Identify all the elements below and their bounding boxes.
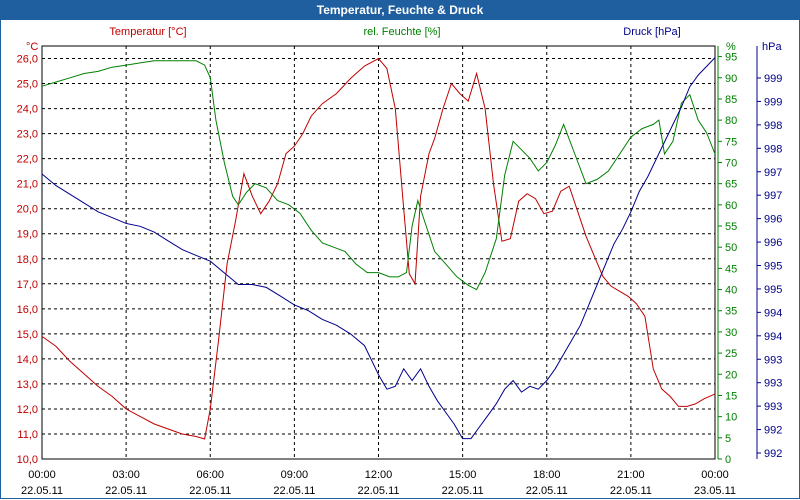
humidity-tick-label: 45 [725,263,737,275]
temperature-tick-label: 24,0 [17,104,38,116]
humidity-line [41,60,716,291]
series-lines [41,57,716,440]
temperature-tick-label: 20,0 [17,204,38,216]
humidity-tick-label: 55 [725,221,737,233]
x-tick-date: 22.05.11 [21,485,63,497]
temperature-tick-label: 12,0 [17,404,38,416]
pressure-tick-label: 997 [764,167,782,179]
x-tick-time: 09:00 [281,469,309,481]
humidity-tick-label: 30 [725,327,737,339]
x-tick-date: 22.05.11 [273,485,315,497]
x-tick-time: 18:00 [533,469,561,481]
humidity-tick-label: 50 [725,242,737,254]
pressure-line [41,57,716,440]
x-tick-time: 06:00 [196,469,224,481]
temperature-tick-label: 15,0 [17,329,38,341]
temperature-tick-label: 17,0 [17,279,38,291]
temperature-tick-label: 25,0 [17,79,38,91]
pressure-tick-label: 996 [764,214,782,226]
x-tick-time: 12:00 [365,469,393,481]
x-tick-date: 22.05.11 [526,485,568,497]
pressure-tick-label: 997 [764,190,782,202]
pressure-axis-label: Druck [hPa] [623,26,680,38]
pressure-tick-label: 993 [764,378,782,390]
temperature-axis: 10,0 11,0 12,0 13,0 14,0 15,0 16,0 17,0 18,0 19,0… [17,54,38,466]
x-tick-date: 23.05.11 [694,485,736,497]
humidity-tick-label: 25 [725,348,737,360]
humidity-tick-label: 0 [725,454,731,466]
humidity-tick-label: 5 [725,433,731,445]
pressure-tick-label: 995 [764,284,782,296]
temperature-tick-label: 11,0 [17,429,38,441]
x-tick-date: 22.05.11 [610,485,652,497]
pressure-tick-label: 999 [764,73,782,85]
pressure-tick-label: 992 [764,448,782,460]
x-tick-time: 00:00 [28,469,56,481]
temperature-tick-label: 10,0 [17,454,38,466]
humidity-tick-label: 95 [725,52,737,64]
humidity-unit: % [726,41,736,53]
humidity-tick-label: 75 [725,136,737,148]
humidity-axis-label: rel. Feuchte [%] [363,26,440,38]
temperature-tick-label: 19,0 [17,229,38,241]
temperature-tick-label: 22,0 [17,154,38,166]
pressure-tick-label: 998 [764,120,782,132]
temperature-axis-label: Temperatur [°C] [109,26,186,38]
temperature-unit: °C [26,41,38,53]
pressure-tick-label: 993 [764,401,782,413]
pressure-tick-label: 995 [764,261,782,273]
pressure-axis: 992 992 993 993 993 994 994 995 995 996 996 997 997 9… [756,46,782,460]
pressure-tick-label: 994 [764,307,782,319]
humidity-tick-label: 85 [725,94,737,106]
window-title: Temperatur, Feuchte & Druck [0,0,800,20]
temperature-tick-label: 23,0 [17,129,38,141]
x-tick-time: 21:00 [617,469,645,481]
temperature-tick-label: 13,0 [17,379,38,391]
temperature-tick-label: 16,0 [17,304,38,316]
humidity-axis: 0 5 10 15 20 25 30 35 40 45 50 55 60 65 70 75 80 85 90 95 [717,46,737,466]
temperature-tick-label: 18,0 [17,254,38,266]
humidity-tick-label: 35 [725,306,737,318]
humidity-tick-label: 15 [725,390,737,402]
temperature-tick-label: 14,0 [17,354,38,366]
x-tick-date: 22.05.11 [105,485,147,497]
humidity-tick-label: 90 [725,73,737,85]
x-tick-time: 03:00 [112,469,140,481]
x-tick-date: 22.05.11 [189,485,231,497]
humidity-tick-label: 65 [725,179,737,191]
pressure-unit: hPa [762,41,782,53]
pressure-tick-label: 994 [764,331,782,343]
humidity-tick-label: 10 [725,412,737,424]
x-tick-date: 22.05.11 [357,485,399,497]
humidity-tick-label: 60 [725,200,737,212]
x-tick-time: 15:00 [449,469,477,481]
x-axis: 00:00 22.05.11 03:00 22.05.11 06:00 22.05.11 0… [21,469,736,497]
humidity-tick-label: 20 [725,369,737,381]
x-tick-date: 22.05.11 [442,485,484,497]
temperature-tick-label: 26,0 [17,54,38,66]
pressure-tick-label: 998 [764,143,782,155]
temperature-tick-label: 21,0 [17,179,38,191]
pressure-tick-label: 993 [764,354,782,366]
humidity-tick-label: 80 [725,115,737,127]
x-tick-time: 00:00 [701,469,729,481]
humidity-tick-label: 70 [725,157,737,169]
pressure-tick-label: 992 [764,425,782,437]
pressure-tick-label: 996 [764,237,782,249]
pressure-tick-label: 999 [764,96,782,108]
humidity-tick-label: 40 [725,285,737,297]
temperature-line [41,57,716,440]
grid [41,45,716,460]
